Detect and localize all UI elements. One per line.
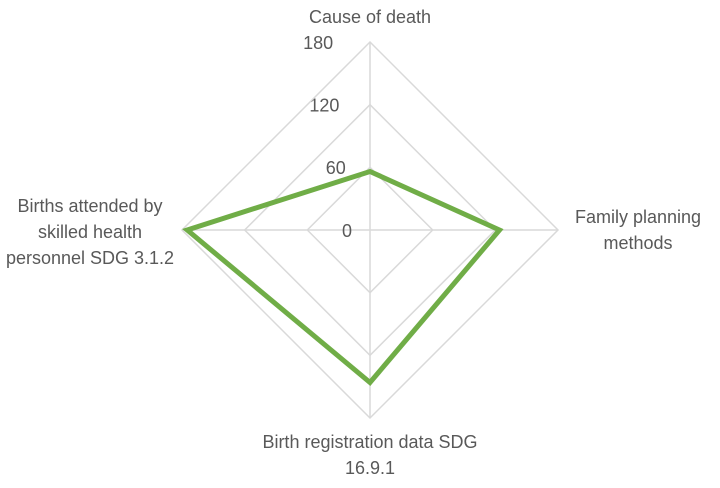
grid-ring (243, 103, 497, 357)
category-label: Cause of death (308, 7, 432, 27)
grid-ring (306, 166, 434, 294)
category-label: Births attended by skilled health person… (5, 196, 175, 268)
y-tick-label: 180 (303, 33, 333, 53)
category-label: Family planning methods (574, 207, 702, 253)
y-tick-label: 0 (342, 221, 352, 241)
category-label: Birth registration data SDG 16.9.1 (262, 432, 478, 478)
y-tick-label: 60 (326, 158, 346, 178)
y-tick-label: 120 (309, 95, 339, 115)
grid-ring (180, 40, 560, 420)
series-line (182, 168, 504, 386)
